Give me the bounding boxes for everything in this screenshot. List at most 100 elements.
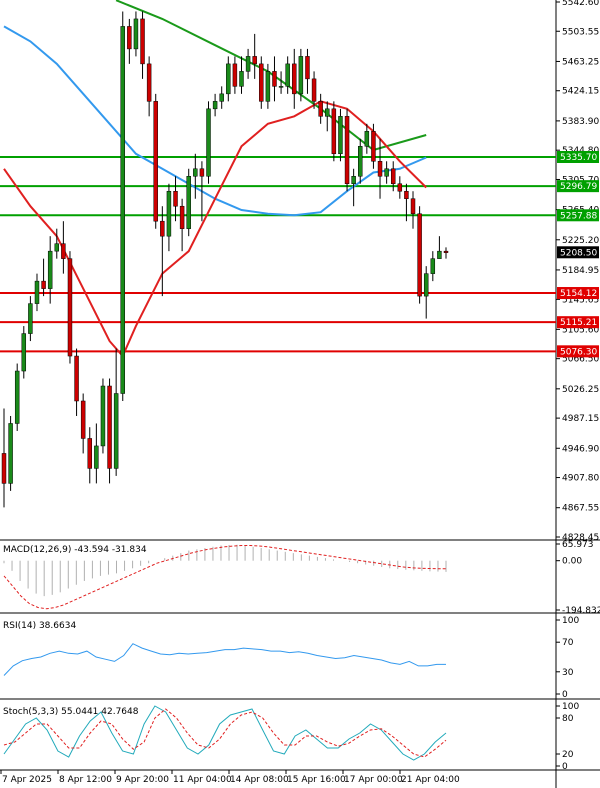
candle-body [28, 303, 33, 334]
candle-body [437, 250, 442, 259]
level-label-bg [557, 180, 599, 193]
candle-body [8, 423, 13, 484]
candle-body [417, 213, 422, 297]
candle-body [331, 108, 337, 155]
candle-body [47, 250, 53, 289]
candle-body [186, 176, 191, 229]
candle-body [232, 63, 238, 87]
macd-tick-label: 0.00 [562, 557, 582, 567]
price-tick-label: 5026.25 [562, 385, 599, 395]
candle-body [67, 258, 73, 357]
level-label-bg [557, 209, 599, 222]
candle-body [199, 168, 205, 177]
candle-body [127, 26, 132, 50]
price-tick-label: 5542.60 [562, 0, 599, 8]
candle-body [318, 101, 323, 117]
candle-body [390, 168, 396, 184]
candle-body [325, 108, 330, 117]
candle-body [140, 18, 145, 65]
candle-body [61, 243, 66, 259]
candle-body [193, 168, 198, 177]
level-label: 5257.88 [560, 211, 597, 221]
candle-body [74, 355, 79, 402]
level-label-bg [557, 287, 599, 300]
level-label: 5296.79 [560, 182, 597, 192]
candle-body [311, 78, 317, 102]
time-tick-label: 7 Apr 2025 [2, 775, 52, 785]
candle-body [298, 56, 304, 95]
rsi-tick-label: 70 [562, 638, 574, 648]
candle-body [305, 56, 310, 80]
macd-tick-label: 65.973 [562, 540, 594, 550]
candle-body [364, 131, 370, 147]
price-tick-label: 5463.25 [562, 57, 599, 67]
candle-body [397, 183, 403, 192]
candle-body [272, 71, 277, 87]
price-tick-label: 4946.90 [562, 444, 599, 454]
candle-body [292, 63, 297, 95]
candle-body [94, 445, 99, 469]
candle-body [344, 116, 350, 184]
time-tick-label: 8 Apr 12:00 [59, 775, 112, 785]
candle-body [54, 243, 60, 252]
candle-body [206, 108, 211, 177]
candle-body [384, 168, 389, 177]
candle-body [107, 385, 112, 469]
price-tick-label: 5225.20 [562, 236, 599, 246]
candle-body [358, 146, 363, 177]
candle-body [226, 63, 231, 95]
candle-body [80, 400, 86, 439]
macd-title: MACD(12,26,9) -43.594 -31.834 [3, 545, 147, 555]
candle-body [404, 190, 409, 199]
rsi-line [3, 643, 446, 676]
current-price-bg [557, 246, 599, 259]
candle-body [239, 71, 244, 87]
stoch-tick-label: 80 [562, 714, 574, 724]
price-tick-label: 4828.45 [562, 533, 599, 543]
candle-body [1, 453, 7, 484]
level-label: 5154.12 [560, 289, 597, 299]
candle-body [410, 198, 416, 214]
candle-body [377, 161, 383, 177]
level-label-bg [557, 345, 599, 358]
stoch-tick-label: 20 [562, 750, 574, 760]
price-tick-label: 4867.55 [562, 504, 599, 514]
candle-body [41, 280, 46, 289]
ma-fast-line [3, 100, 427, 358]
stoch-k-line [3, 705, 447, 761]
candle-body [146, 63, 152, 102]
price-tick-label: 5383.90 [562, 117, 599, 127]
rsi-tick-label: 100 [562, 616, 579, 626]
candle-body [278, 86, 284, 88]
price-tick-label: 5105.60 [562, 325, 599, 335]
stoch-tick-label: 100 [562, 702, 579, 712]
level-label: 5115.21 [560, 318, 597, 328]
candle-body [219, 93, 224, 102]
price-tick-label: 5066.50 [562, 355, 599, 365]
time-tick-label: 17 Apr 00:00 [344, 775, 403, 785]
candle-body [21, 333, 27, 372]
price-tick-label: 5503.55 [562, 27, 599, 37]
time-tick-label: 11 Apr 04:00 [173, 775, 232, 785]
price-tick-label: 4907.80 [562, 474, 599, 484]
candle-body [371, 131, 376, 162]
stoch-tick-label: 0 [562, 762, 568, 772]
candle-body [338, 116, 343, 155]
rsi-title: RSI(14) 38.6634 [3, 621, 76, 631]
candle-body [430, 258, 436, 274]
time-tick-label: 14 Apr 08:00 [230, 775, 289, 785]
candle-body [443, 250, 449, 253]
level-label-bg [557, 150, 599, 163]
price-tick-label: 4987.15 [562, 414, 599, 424]
candle-body [351, 176, 356, 184]
candle-body [179, 205, 185, 229]
candle-body [259, 63, 264, 102]
rsi-tick-label: 0 [562, 690, 568, 700]
candle-body [285, 63, 290, 87]
stoch-d-line [3, 708, 447, 758]
macd-signal-line [3, 545, 446, 610]
time-tick-label: 15 Apr 16:00 [287, 775, 346, 785]
candle-body [100, 385, 106, 447]
